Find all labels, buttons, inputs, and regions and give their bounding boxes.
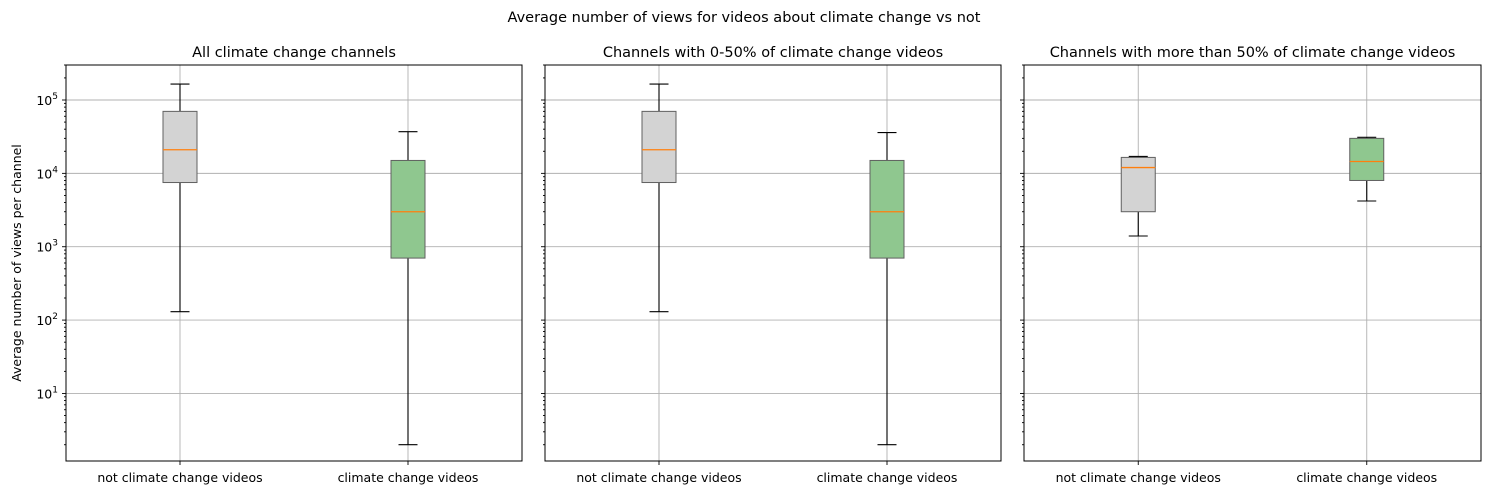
figure-title: Average number of views for videos about… bbox=[508, 10, 981, 26]
panel-title: Channels with more than 50% of climate c… bbox=[1050, 45, 1456, 61]
panel-2: Channels with 0-50% of climate change vi… bbox=[541, 45, 1002, 485]
y-tick-label: 104 bbox=[36, 165, 58, 181]
box-body bbox=[641, 110, 677, 184]
box-climate bbox=[390, 131, 426, 446]
y-tick-label: 101 bbox=[36, 385, 58, 401]
panels: All climate change channels 101 102 103 104 1… bbox=[36, 45, 1482, 485]
box-climate bbox=[1349, 136, 1385, 202]
box-not-climate bbox=[162, 83, 198, 313]
box-body bbox=[162, 110, 198, 184]
box-climate bbox=[869, 132, 905, 446]
box-body bbox=[869, 159, 905, 259]
panel-3: Channels with more than 50% of climate c… bbox=[1020, 45, 1482, 485]
x-tick-label: not climate change videos bbox=[97, 470, 262, 485]
x-tick-label: not climate change videos bbox=[1056, 470, 1221, 485]
axes-frame bbox=[544, 64, 1002, 462]
panel-1: All climate change channels 101 102 103 104 1… bbox=[36, 45, 523, 485]
box-body bbox=[1120, 156, 1156, 213]
box-not-climate bbox=[1120, 155, 1156, 237]
y-axis-label: Average number of views per channel bbox=[9, 144, 24, 382]
x-tick-label: not climate change videos bbox=[576, 470, 741, 485]
panel-title: Channels with 0-50% of climate change vi… bbox=[603, 45, 943, 61]
box-body bbox=[1349, 137, 1385, 181]
y-tick-label: 102 bbox=[36, 312, 58, 328]
axes-frame bbox=[1023, 64, 1482, 462]
y-tick-label: 105 bbox=[36, 92, 58, 108]
x-tick-label: climate change videos bbox=[817, 470, 958, 485]
axes-frame bbox=[65, 64, 523, 462]
x-tick-label: climate change videos bbox=[338, 470, 479, 485]
x-tick-label: climate change videos bbox=[1296, 470, 1437, 485]
y-tick-label: 103 bbox=[36, 239, 58, 255]
box-body bbox=[390, 159, 426, 259]
box-not-climate bbox=[641, 83, 677, 313]
panel-title: All climate change channels bbox=[192, 45, 396, 61]
